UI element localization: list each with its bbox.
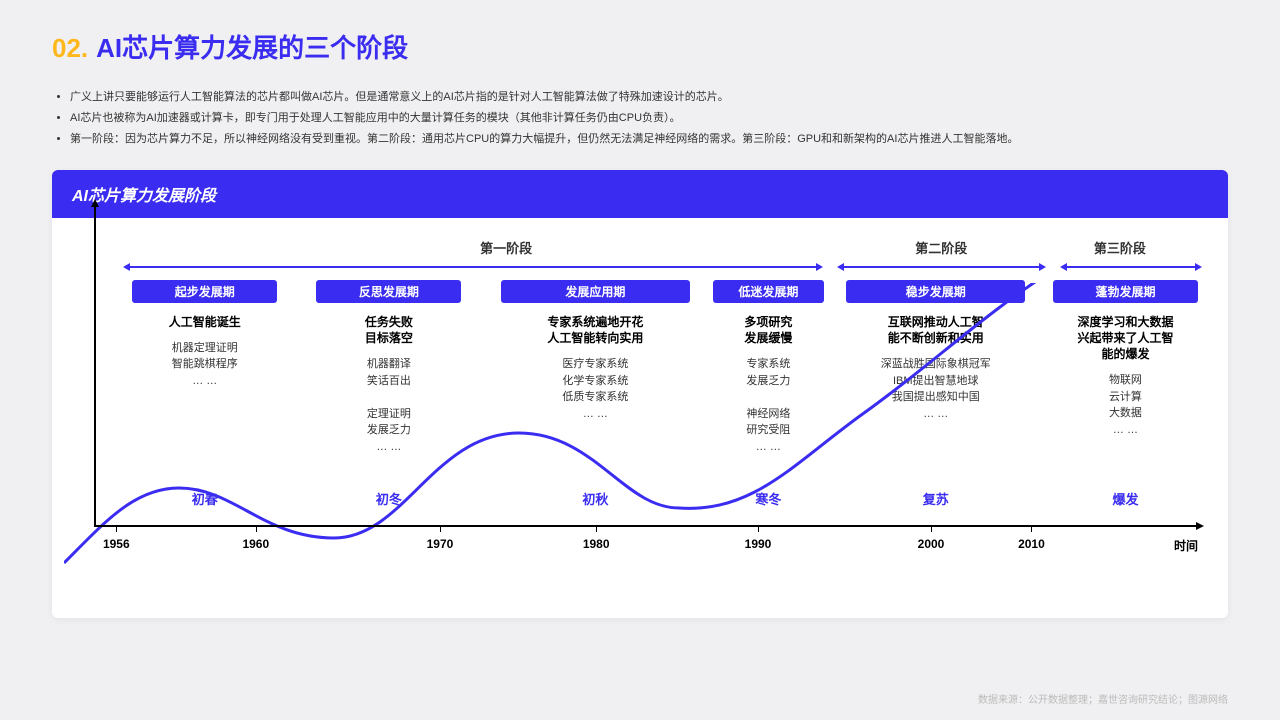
- timeline-panel: AI芯片算力发展阶段 第一阶段第二阶段第三阶段 起步发展期反思发展期发展应用期低…: [52, 170, 1228, 618]
- stage-arrow: [1064, 266, 1198, 268]
- content-item: 我国提出感知中国: [846, 389, 1025, 406]
- axis-area: 1956196019701980199020002010时间: [82, 515, 1198, 545]
- content-item: IBM提出智慧地球: [846, 373, 1025, 390]
- content-item: … …: [1053, 422, 1198, 439]
- intro-bullet: 广义上讲只要能够运行人工智能算法的芯片都叫做AI芯片。但是通常意义上的AI芯片指…: [70, 87, 1228, 108]
- content-column: 人工智能诞生机器定理证明智能跳棋程序… …: [132, 314, 277, 390]
- season-row: 初春 初冬 初秋 寒冬 复苏 爆发: [82, 489, 1198, 509]
- slide-number: 02.: [52, 33, 88, 64]
- content-title: 深度学习和大数据兴起带来了人工智能的爆发: [1053, 314, 1198, 363]
- x-tick-label: 1970: [427, 537, 454, 551]
- stage-labels-row: 第一阶段 第二阶段 第三阶段: [82, 238, 1198, 258]
- content-item: 智能跳棋程序: [132, 356, 277, 373]
- stage-label: 第二阶段: [915, 238, 967, 257]
- season-label: 初冬: [376, 489, 402, 508]
- content-item: 物联网: [1053, 372, 1198, 389]
- content-item: 发展乏力: [713, 373, 825, 390]
- content-item: [316, 389, 461, 406]
- stage-label: 第三阶段: [1094, 238, 1146, 257]
- period-badge: 起步发展期: [132, 280, 277, 303]
- content-item: 机器定理证明: [132, 340, 277, 357]
- season-label: 复苏: [923, 489, 949, 508]
- content-column: 互联网推动人工智能不断创新和实用深蓝战胜国际象棋冠军IBM提出智慧地球我国提出感…: [846, 314, 1025, 422]
- content-item: [713, 389, 825, 406]
- content-item: 医疗专家系统: [501, 356, 691, 373]
- slide-header: 02. AI芯片算力发展的三个阶段: [52, 28, 1228, 65]
- content-item: 定理证明: [316, 406, 461, 423]
- period-badge: 稳步发展期: [846, 280, 1025, 303]
- content-title: 互联网推动人工智能不断创新和实用: [846, 314, 1025, 346]
- data-source-footer: 数据来源：公开数据整理；嘉世咨询研究结论；图源网络: [978, 691, 1228, 706]
- season-label: 初春: [192, 489, 218, 508]
- content-item: 化学专家系统: [501, 373, 691, 390]
- intro-bullets: 广义上讲只要能够运行人工智能算法的芯片都叫做AI芯片。但是通常意义上的AI芯片指…: [52, 87, 1228, 150]
- season-label: 寒冬: [755, 489, 781, 508]
- content-item: 笑话百出: [316, 373, 461, 390]
- content-column: 任务失败目标落空机器翻译笑话百出 定理证明发展乏力… …: [316, 314, 461, 455]
- chart-area: 第一阶段 第二阶段 第三阶段 起步发展期 反思发展期 发展应用期低迷发展期稳步发展期 蓬勃…: [52, 218, 1228, 618]
- stage-arrows-row: [82, 262, 1198, 272]
- x-tick: [758, 526, 759, 532]
- x-tick: [931, 526, 932, 532]
- content-title: 任务失败目标落空: [316, 314, 461, 346]
- x-tick: [440, 526, 441, 532]
- content-title: 专家系统遍地开花人工智能转向实用: [501, 314, 691, 346]
- season-label: 初秋: [582, 489, 608, 508]
- content-item: 云计算: [1053, 389, 1198, 406]
- x-tick: [116, 526, 117, 532]
- x-tick-label: 1990: [745, 537, 772, 551]
- stage-arrow: [841, 266, 1042, 268]
- content-item: 神经网络: [713, 406, 825, 423]
- content-item: … …: [316, 439, 461, 456]
- stage-label: 第一阶段: [480, 238, 532, 257]
- periods-row: 起步发展期 反思发展期 发展应用期低迷发展期稳步发展期 蓬勃发展期: [82, 280, 1198, 304]
- period-badge: 反思发展期: [316, 280, 461, 303]
- content-item: 研究受阻: [713, 422, 825, 439]
- x-tick-label: 2010: [1018, 537, 1045, 551]
- intro-bullet: 第一阶段：因为芯片算力不足，所以神经网络没有受到重视。第二阶段：通用芯片CPU的…: [70, 129, 1228, 150]
- content-item: … …: [713, 439, 825, 456]
- x-tick-label: 1960: [242, 537, 269, 551]
- x-tick: [1031, 526, 1032, 532]
- stage-arrow: [127, 266, 819, 268]
- content-title: 人工智能诞生: [132, 314, 277, 330]
- content-column: 专家系统遍地开花人工智能转向实用医疗专家系统化学专家系统低质专家系统… …: [501, 314, 691, 422]
- content-item: 发展乏力: [316, 422, 461, 439]
- period-badge: 低迷发展期: [713, 280, 825, 303]
- period-badge: 蓬勃发展期: [1053, 280, 1198, 303]
- x-tick: [596, 526, 597, 532]
- content-item: … …: [846, 406, 1025, 423]
- x-tick: [256, 526, 257, 532]
- x-axis-title: 时间: [1174, 537, 1198, 554]
- content-item: … …: [501, 406, 691, 423]
- content-column: 深度学习和大数据兴起带来了人工智能的爆发物联网云计算大数据… …: [1053, 314, 1198, 439]
- x-tick-label: 1956: [103, 537, 130, 551]
- content-item: 低质专家系统: [501, 389, 691, 406]
- period-badge: 发展应用期: [501, 280, 691, 303]
- content-column: 多项研究发展缓慢专家系统发展乏力 神经网络研究受阻… …: [713, 314, 825, 455]
- season-label: 爆发: [1112, 489, 1138, 508]
- content-item: … …: [132, 373, 277, 390]
- y-axis: [94, 205, 96, 525]
- content-item: 大数据: [1053, 405, 1198, 422]
- content-row: 人工智能诞生机器定理证明智能跳棋程序… …任务失败目标落空机器翻译笑话百出 定理…: [82, 314, 1198, 489]
- x-tick-label: 2000: [918, 537, 945, 551]
- panel-title: AI芯片算力发展阶段: [52, 170, 1228, 218]
- content-item: 深蓝战胜国际象棋冠军: [846, 356, 1025, 373]
- content-item: 机器翻译: [316, 356, 461, 373]
- intro-bullet: AI芯片也被称为AI加速器或计算卡，即专门用于处理人工智能应用中的大量计算任务的…: [70, 108, 1228, 129]
- x-tick-label: 1980: [583, 537, 610, 551]
- content-item: 专家系统: [713, 356, 825, 373]
- slide-title: AI芯片算力发展的三个阶段: [96, 28, 408, 65]
- content-title: 多项研究发展缓慢: [713, 314, 825, 346]
